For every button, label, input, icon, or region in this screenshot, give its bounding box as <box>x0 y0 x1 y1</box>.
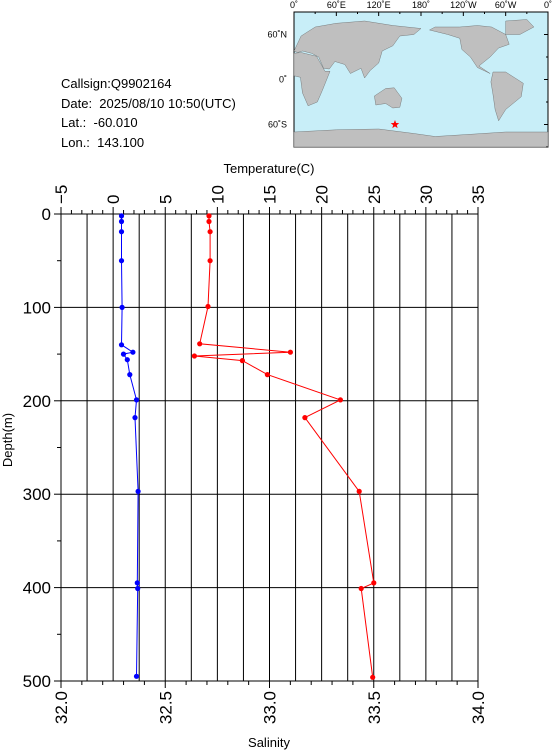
salinity-point <box>127 372 133 378</box>
temperature-point <box>206 218 212 225</box>
station-info: Callsign:Q9902164 Date: 2025/08/10 10:50… <box>61 74 236 152</box>
salinity-series-line <box>120 215 139 677</box>
temperature-tick-label: 10 <box>208 185 227 204</box>
eurasia-shape <box>293 20 422 79</box>
salinity-tick-label: 32.5 <box>156 691 175 724</box>
depth-tick-label: 400 <box>23 579 51 598</box>
salinity-point <box>130 349 136 355</box>
temperature-point <box>191 353 197 359</box>
map-latitude-label: 0˚ <box>279 75 287 85</box>
lon-text: Lon.: 143.100 <box>61 134 145 150</box>
callsign-text: Callsign:Q9902164 <box>61 76 172 91</box>
chart-grid <box>61 214 478 681</box>
salinity-tick-label: 33.0 <box>261 691 280 724</box>
temperature-point <box>371 580 377 586</box>
temperature-point <box>197 341 203 347</box>
depth-tick-labels: 0 100 200 300 400 500 <box>23 205 51 691</box>
greenland-shape <box>505 19 535 35</box>
temperature-point <box>205 303 211 310</box>
salinity-point <box>133 397 140 403</box>
temperature-tick-label: 15 <box>261 185 280 204</box>
salinity-tick-label: 32.0 <box>52 691 71 724</box>
temperature-point <box>358 585 364 592</box>
station-marker <box>390 120 400 129</box>
temperature-series-line <box>194 215 375 678</box>
map-longitude-label: 180˚ <box>412 0 430 10</box>
world-map: 0˚ 60˚E 120˚E 180˚ 120˚W 60˚W 0˚ 60˚N 0˚ 60˚S <box>267 0 552 148</box>
temperature-tick-label: −5 <box>52 185 71 204</box>
temperature-tick-label: 30 <box>417 185 436 204</box>
salinity-point <box>118 258 125 264</box>
map-longitude-label: 0˚ <box>544 0 552 10</box>
salinity-point <box>124 357 130 363</box>
salinity-point <box>118 342 125 348</box>
map-longitude-label: 120˚W <box>450 0 477 10</box>
temperature-tick-label: 35 <box>469 185 488 204</box>
temperature-point <box>337 397 343 403</box>
salinity-point <box>134 580 140 586</box>
temperature-point <box>239 358 245 364</box>
temperature-tick-labels: −5 0 5 10 15 20 25 30 35 <box>52 185 488 204</box>
lat-text: Lat.: -60.010 <box>61 115 138 130</box>
temperature-axis-title: Temperature(C) <box>223 161 314 176</box>
temperature-tick-label: 20 <box>313 185 332 204</box>
temperature-point <box>207 258 213 264</box>
depth-tick-label: 500 <box>23 672 51 691</box>
map-longitude-label: 60˚W <box>495 0 517 10</box>
temperature-point <box>206 213 212 219</box>
map-land <box>293 19 549 148</box>
axis-ticks <box>54 207 479 688</box>
series-layer <box>118 213 377 680</box>
salinity-axis-title: Salinity <box>248 735 290 750</box>
map-latitude-label: 60˚S <box>268 120 287 130</box>
depth-axis-title: Depth(m) <box>0 413 15 467</box>
temperature-tick-label: 0 <box>104 195 123 204</box>
map-right-labels: 60˚N 0˚ 60˚S <box>267 30 287 130</box>
map-longitude-label: 120˚E <box>367 0 391 10</box>
temperature-point <box>356 488 362 494</box>
salinity-tick-label: 34.0 <box>469 691 488 724</box>
salinity-tick-label: 33.5 <box>365 691 384 724</box>
salinity-tick-labels: 32.0 32.5 33.0 33.5 34.0 <box>52 691 488 724</box>
south-america-shape <box>490 71 524 122</box>
depth-tick-label: 200 <box>23 392 51 411</box>
temperature-point <box>207 229 213 235</box>
salinity-point <box>118 229 125 235</box>
salinity-point <box>135 488 141 494</box>
star-icon <box>390 120 400 129</box>
salinity-point <box>133 673 140 679</box>
map-frame-ticks <box>293 11 549 148</box>
north-america-shape <box>428 25 510 74</box>
temperature-point <box>287 349 293 355</box>
antarctica-shape <box>293 128 549 148</box>
salinity-point <box>135 585 141 592</box>
salinity-point <box>118 218 125 225</box>
temperature-point <box>264 372 270 378</box>
date-text: Date: 2025/08/10 10:50(UTC) <box>61 95 236 111</box>
map-top-labels: 0˚ 60˚E 120˚E 180˚ 120˚W 60˚W 0˚ <box>290 0 552 10</box>
depth-tick-label: 0 <box>42 205 51 224</box>
temperature-tick-label: 25 <box>365 185 384 204</box>
temperature-point <box>370 674 376 680</box>
salinity-point <box>118 213 125 219</box>
map-latitude-label: 60˚N <box>267 30 287 40</box>
depth-tick-label: 100 <box>23 298 51 317</box>
salinity-point <box>119 304 125 310</box>
map-longitude-label: 0˚ <box>290 0 298 10</box>
australia-shape <box>374 87 403 109</box>
africa-shape <box>293 52 331 107</box>
salinity-point <box>132 415 138 421</box>
depth-tick-label: 300 <box>23 485 51 504</box>
salinity-point <box>120 351 127 357</box>
map-longitude-label: 60˚E <box>327 0 346 10</box>
temperature-point <box>302 415 308 421</box>
temperature-tick-label: 5 <box>156 195 175 204</box>
